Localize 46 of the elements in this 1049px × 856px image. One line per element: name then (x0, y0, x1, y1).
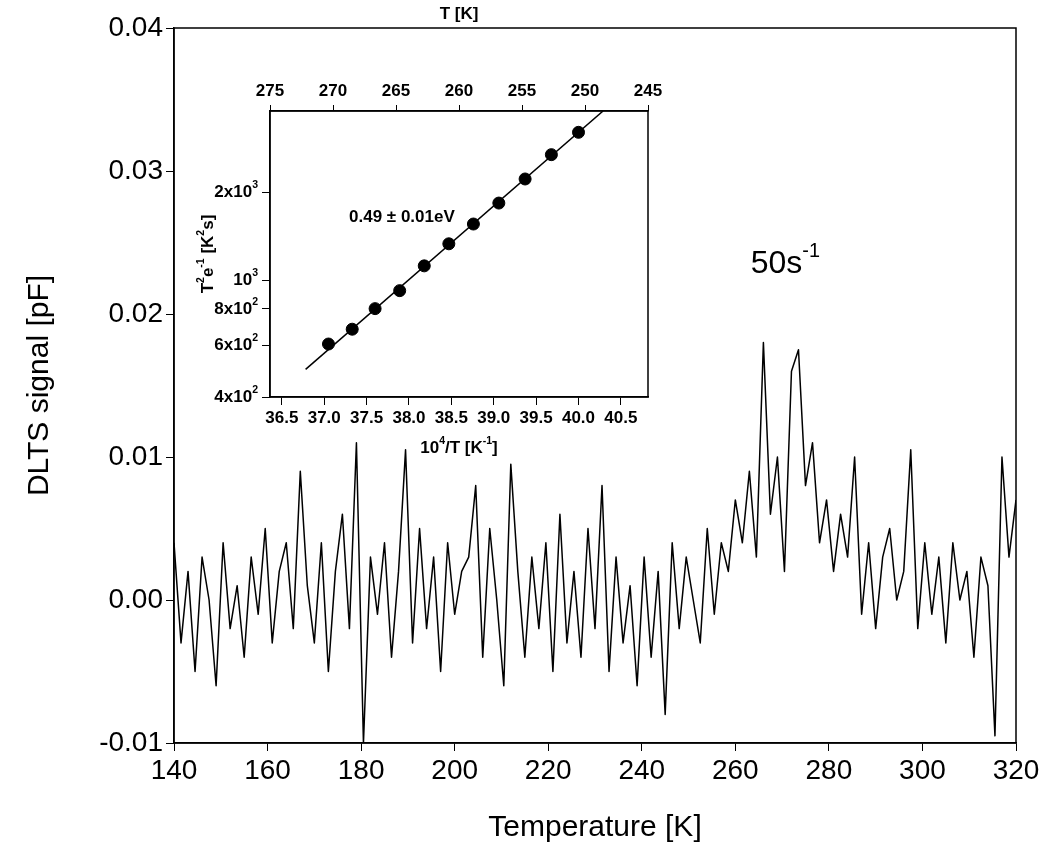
x-tick-label: 37.5 (350, 407, 384, 427)
point (345, 322, 359, 336)
point (417, 259, 431, 273)
x2-tick-label: 270 (318, 81, 348, 101)
x-tick-label: 300 (899, 753, 946, 785)
x-tick-label: 180 (337, 753, 385, 785)
y-tick-label: 0.04 (108, 10, 163, 42)
x-axis-title: Temperature [K] (488, 809, 702, 843)
point (393, 284, 407, 298)
point (492, 196, 506, 210)
x2-axis-title: T [K] (439, 3, 479, 23)
x-tick-label: 36.5 (265, 407, 299, 427)
x2-tick-label: 275 (255, 81, 285, 101)
y-tick-label: 0.03 (108, 153, 163, 185)
x-tick-label: 38.5 (434, 407, 468, 427)
x2-tick-label: 250 (570, 81, 600, 101)
x-tick-label: 220 (524, 753, 572, 785)
y-tick-label: 0.01 (108, 439, 163, 471)
x-tick-label: 260 (711, 753, 759, 785)
annotation: 0.49 ± 0.01eV (349, 206, 456, 226)
y-tick-label: 0.02 (108, 296, 163, 328)
x-tick-label: 39.5 (519, 407, 553, 427)
point (442, 237, 456, 251)
x-tick-label: 160 (244, 753, 291, 785)
y-axis-title: DLTS signal [pF] (21, 274, 55, 497)
y-axis-title: T2e-1 [K2s] (193, 214, 217, 294)
x-tick-label: 240 (618, 753, 666, 785)
point (544, 148, 558, 162)
x-tick-label: 40.5 (604, 407, 638, 427)
x-tick-label: 38.0 (392, 407, 426, 427)
y-tick-label: 0.00 (108, 582, 163, 614)
x-tick-label: 200 (431, 753, 479, 785)
point (466, 217, 480, 231)
x2-tick-label: 245 (633, 81, 663, 101)
x2-tick-label: 255 (507, 81, 537, 101)
x2-tick-label: 265 (381, 81, 411, 101)
point (572, 125, 585, 139)
point (321, 337, 335, 351)
x-tick-label: 37.0 (307, 407, 341, 427)
x-tick-label: 280 (805, 753, 853, 785)
point (368, 302, 382, 316)
x-tick-label: 39.0 (477, 407, 511, 427)
x2-tick-label: 260 (444, 81, 474, 101)
x-tick-label: 40.0 (561, 407, 596, 427)
point (518, 172, 532, 186)
x-tick-label: 320 (992, 753, 1040, 785)
